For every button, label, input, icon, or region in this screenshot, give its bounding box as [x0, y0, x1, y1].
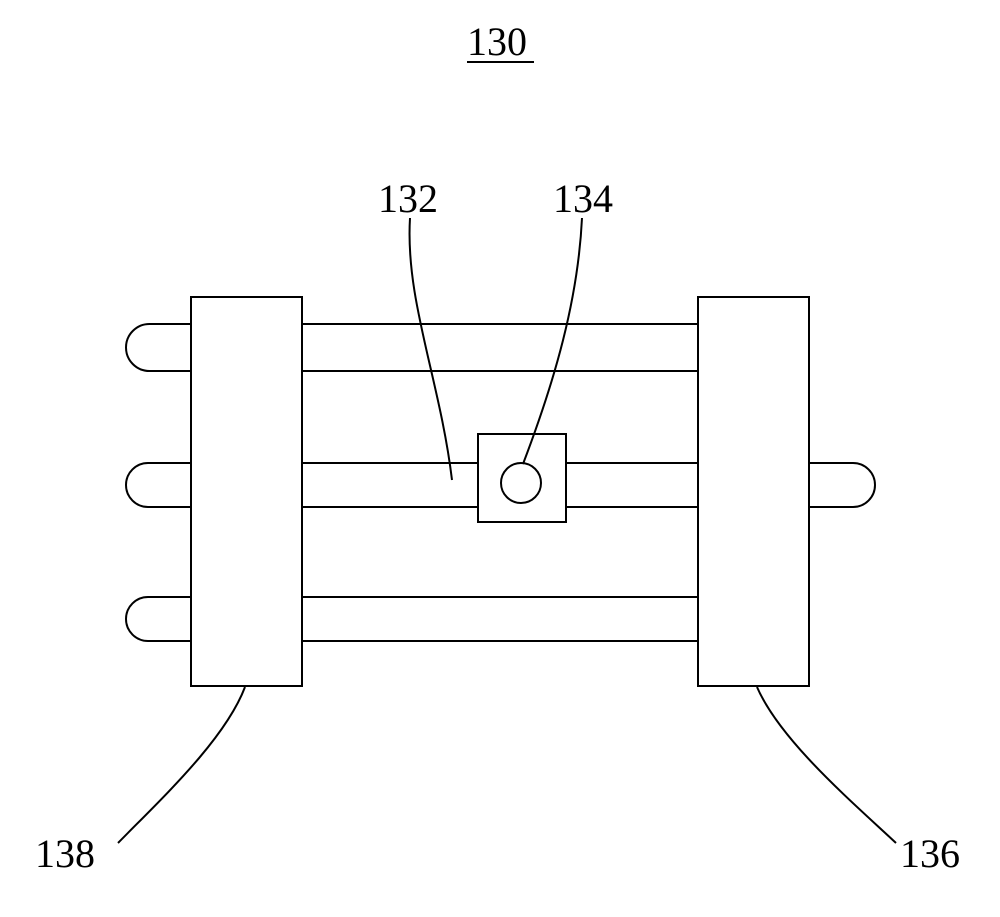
leader-lines [0, 0, 1000, 917]
diagram-root: 130 132 134 136 138 [0, 0, 1000, 917]
